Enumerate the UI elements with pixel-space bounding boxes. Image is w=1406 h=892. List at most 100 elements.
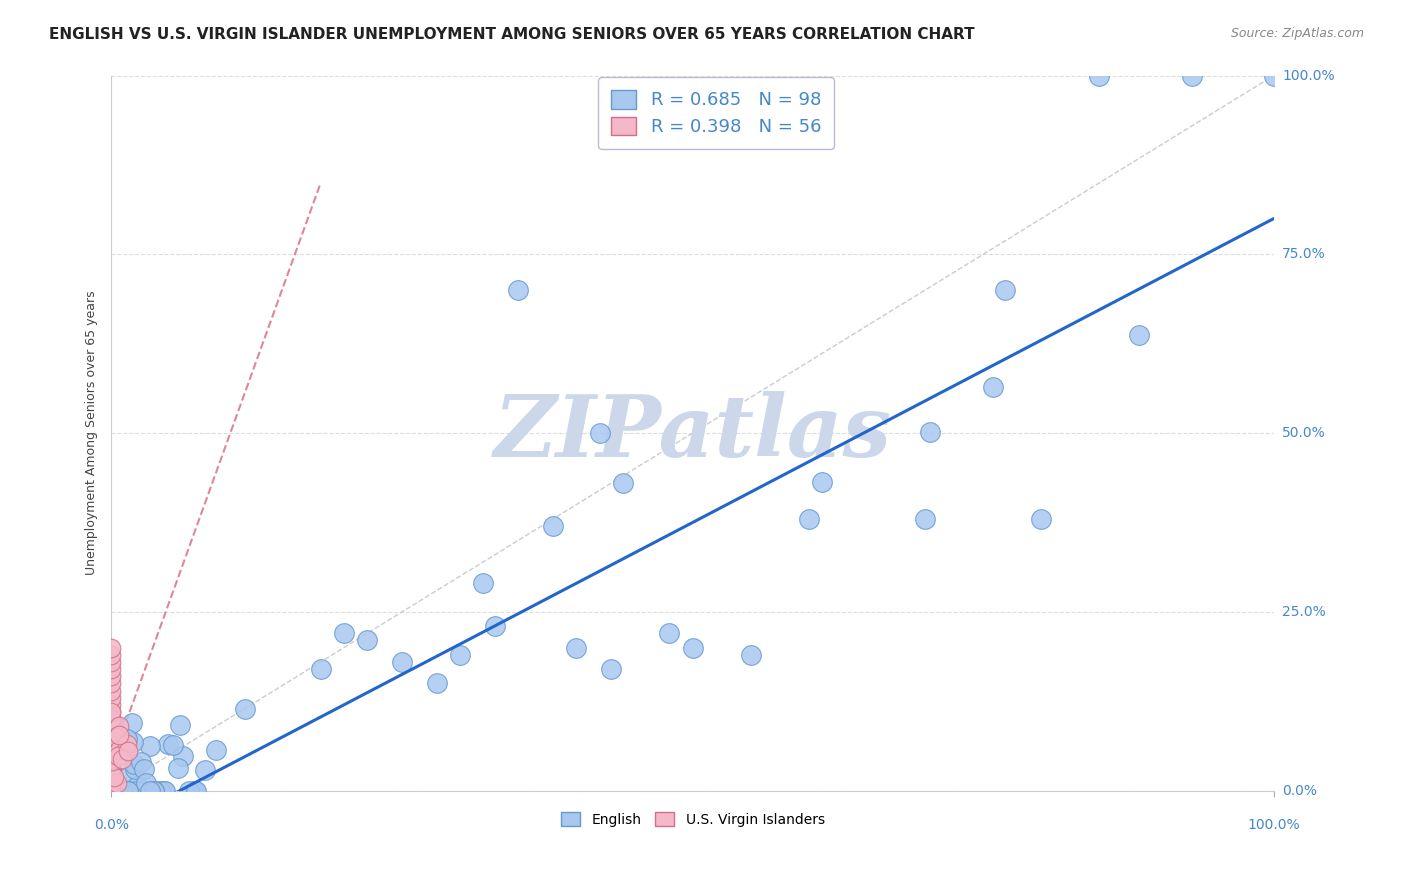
Point	[153, 783, 176, 797]
Point	[100, 776, 122, 790]
Point	[145, 783, 167, 797]
Point	[994, 283, 1017, 297]
Y-axis label: Unemployment Among Seniors over 65 years: Unemployment Among Seniors over 65 years	[86, 291, 98, 575]
Point	[1088, 69, 1111, 83]
Point	[184, 783, 207, 797]
Point	[184, 783, 207, 797]
Point	[100, 783, 122, 797]
Text: 0.0%: 0.0%	[94, 818, 129, 832]
Point	[1128, 328, 1150, 343]
Text: ENGLISH VS U.S. VIRGIN ISLANDER UNEMPLOYMENT AMONG SENIORS OVER 65 YEARS CORRELA: ENGLISH VS U.S. VIRGIN ISLANDER UNEMPLOY…	[49, 27, 974, 42]
Point	[100, 783, 122, 797]
Text: 100.0%: 100.0%	[1247, 818, 1301, 832]
Point	[108, 783, 131, 797]
Point	[100, 769, 122, 783]
Point	[184, 783, 207, 797]
Point	[600, 662, 623, 676]
Point	[117, 738, 139, 752]
Point	[129, 756, 152, 770]
Point	[740, 648, 762, 662]
Point	[100, 690, 122, 705]
Point	[100, 783, 122, 797]
Point	[105, 783, 128, 797]
Point	[100, 783, 122, 797]
Point	[100, 726, 122, 740]
Point	[139, 739, 162, 753]
Point	[103, 717, 125, 731]
Point	[121, 783, 143, 797]
Point	[142, 783, 165, 797]
Point	[100, 783, 122, 797]
Text: 100.0%: 100.0%	[1282, 69, 1334, 83]
Point	[100, 655, 122, 669]
Point	[127, 779, 149, 793]
Point	[100, 740, 122, 755]
Point	[100, 769, 122, 783]
Point	[205, 743, 228, 757]
Point	[107, 743, 129, 757]
Point	[153, 783, 176, 797]
Point	[100, 747, 122, 762]
Point	[117, 770, 139, 784]
Point	[128, 783, 150, 797]
Point	[100, 776, 122, 790]
Point	[797, 512, 820, 526]
Point	[100, 783, 122, 797]
Point	[309, 662, 332, 676]
Point	[100, 769, 122, 783]
Point	[100, 783, 122, 797]
Point	[449, 648, 471, 662]
Point	[100, 783, 122, 797]
Point	[658, 626, 681, 640]
Point	[112, 783, 135, 797]
Text: 0.0%: 0.0%	[1282, 784, 1317, 797]
Point	[127, 783, 149, 797]
Point	[135, 776, 157, 790]
Point	[100, 676, 122, 690]
Point	[167, 761, 190, 775]
Point	[100, 783, 122, 797]
Point	[132, 783, 155, 797]
Point	[811, 475, 834, 490]
Point	[100, 776, 122, 790]
Point	[100, 762, 122, 776]
Point	[108, 783, 131, 797]
Point	[157, 737, 180, 751]
Point	[565, 640, 588, 655]
Point	[179, 783, 201, 797]
Point	[1263, 69, 1285, 83]
Text: Source: ZipAtlas.com: Source: ZipAtlas.com	[1230, 27, 1364, 40]
Point	[100, 769, 122, 783]
Point	[111, 783, 134, 797]
Point	[333, 626, 356, 640]
Point	[117, 783, 139, 797]
Legend: English, U.S. Virgin Islanders: English, U.S. Virgin Islanders	[554, 805, 832, 834]
Point	[100, 640, 122, 655]
Point	[100, 733, 122, 747]
Text: 50.0%: 50.0%	[1282, 426, 1326, 440]
Point	[100, 769, 122, 783]
Point	[100, 783, 122, 797]
Point	[100, 719, 122, 733]
Point	[100, 733, 122, 747]
Point	[100, 762, 122, 776]
Point	[472, 576, 495, 591]
Point	[100, 783, 122, 797]
Point	[117, 744, 139, 758]
Point	[101, 754, 124, 768]
Point	[103, 770, 125, 784]
Point	[541, 519, 564, 533]
Point	[107, 749, 129, 764]
Point	[356, 633, 378, 648]
Point	[100, 705, 122, 719]
Point	[920, 425, 942, 439]
Point	[100, 783, 122, 797]
Point	[100, 776, 122, 790]
Point	[100, 783, 122, 797]
Point	[121, 716, 143, 731]
Point	[233, 701, 256, 715]
Point	[100, 783, 122, 797]
Point	[100, 776, 122, 790]
Point	[169, 718, 191, 732]
Point	[100, 755, 122, 769]
